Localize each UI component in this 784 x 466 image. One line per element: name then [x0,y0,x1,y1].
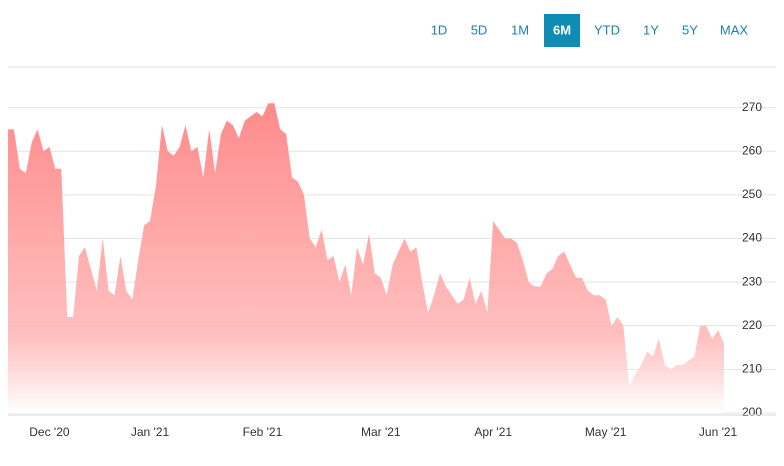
range-button[interactable]: MAX [720,22,749,37]
x-tick-label: Dec '20 [29,425,70,439]
y-tick-label: 210 [742,362,762,376]
x-tick-label: Feb '21 [243,425,283,439]
y-tick-label: 220 [742,318,762,332]
x-tick-label: Apr '21 [474,425,512,439]
y-tick-label: 250 [742,187,762,201]
x-tick-label: May '21 [585,425,627,439]
range-button[interactable]: 1D [431,22,448,37]
y-tick-label: 230 [742,274,762,288]
range-button[interactable]: 1M [511,22,529,37]
range-button[interactable]: 6M [553,22,571,37]
y-tick-label: 200 [742,405,762,419]
range-button[interactable]: 1Y [643,22,659,37]
range-button[interactable]: YTD [594,22,620,37]
x-tick-label: Mar '21 [361,425,401,439]
x-tick-label: Jan '21 [131,425,170,439]
y-tick-label: 260 [742,143,762,157]
range-buttons: 1D 5D 1M 6M YTD 1Y 5Y MAX [431,14,749,47]
price-area [8,103,724,414]
range-button[interactable]: 5Y [682,22,698,37]
active-button-bg[interactable] [544,14,580,47]
range-button[interactable]: 5D [471,22,488,37]
y-tick-label: 270 [742,100,762,114]
y-tick-label: 240 [742,231,762,245]
x-tick-label: Jun '21 [699,425,738,439]
